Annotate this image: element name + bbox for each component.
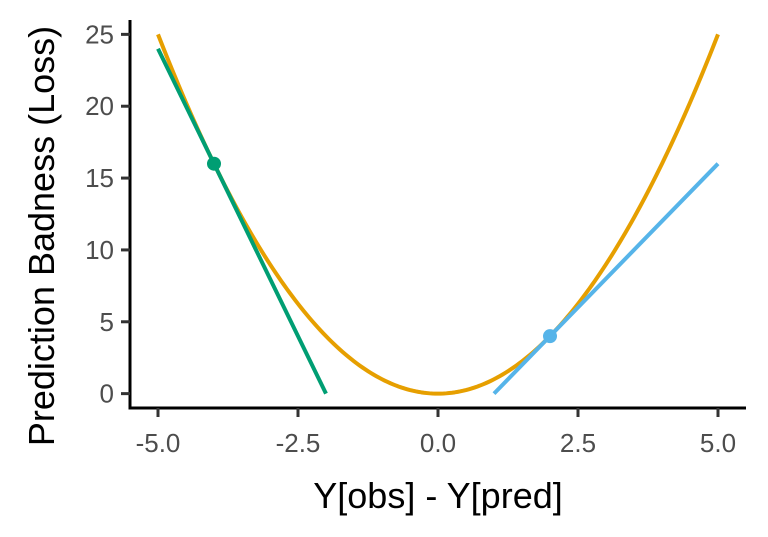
y-axis-title: Prediction Badness (Loss) bbox=[21, 26, 62, 446]
ticks: -5.0 -2.5 0.0 2.5 5.0 0 5 10 15 20 25 bbox=[85, 19, 736, 458]
tangent-line-2 bbox=[492, 162, 720, 396]
y-tick-label: 25 bbox=[85, 19, 114, 49]
y-tick-label: 5 bbox=[100, 307, 114, 337]
x-tick-label: -2.5 bbox=[276, 428, 321, 458]
y-tick-label: 15 bbox=[85, 163, 114, 193]
x-tick-label: 0.0 bbox=[420, 428, 456, 458]
x-tick-label: 2.5 bbox=[560, 428, 596, 458]
axes bbox=[128, 20, 746, 410]
tangent-line-1 bbox=[156, 47, 328, 395]
x-tick-label: -5.0 bbox=[136, 428, 181, 458]
y-tick-label: 0 bbox=[100, 379, 114, 409]
loss-curve bbox=[156, 33, 720, 396]
tangent-point-0 bbox=[207, 156, 221, 171]
x-axis-title: Y[obs] - Y[pred] bbox=[313, 475, 562, 516]
y-tick-label: 20 bbox=[85, 91, 114, 121]
x-tick-label: 5.0 bbox=[700, 428, 736, 458]
tangent-point-1 bbox=[543, 329, 557, 344]
y-tick-label: 10 bbox=[85, 235, 114, 265]
plot-area bbox=[156, 33, 720, 396]
